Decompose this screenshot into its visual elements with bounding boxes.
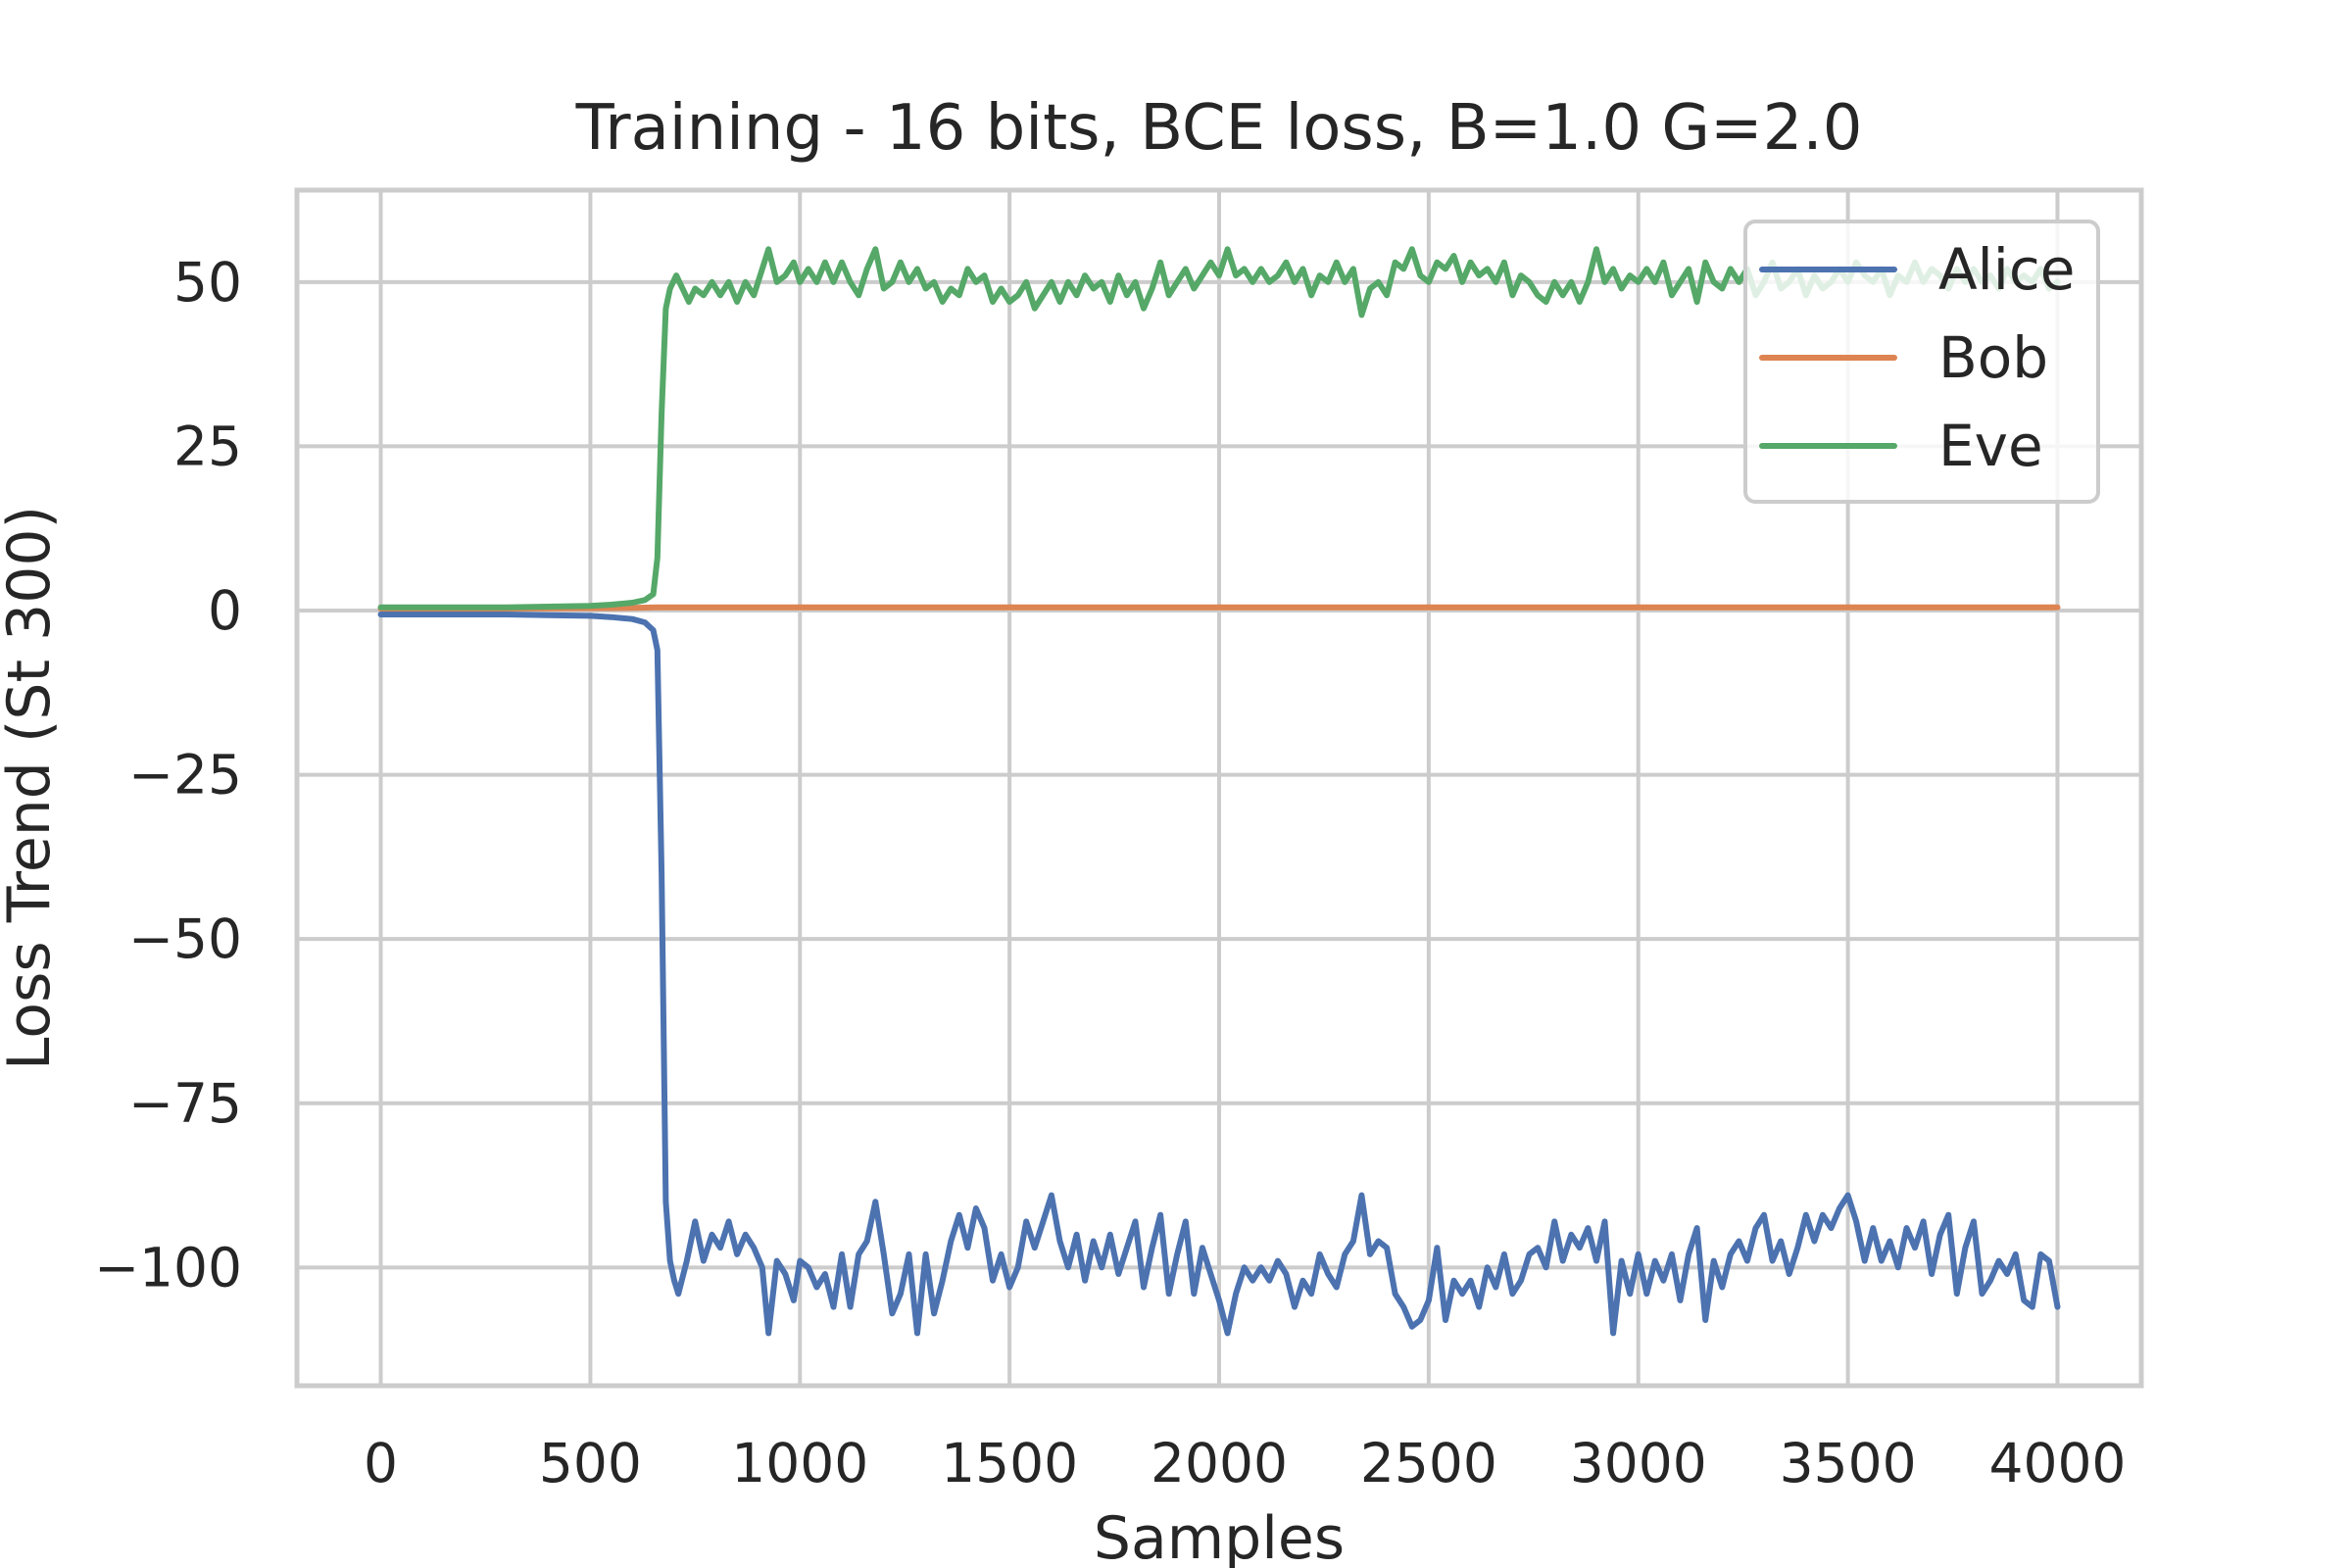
x-tick-label: 500 bbox=[539, 1432, 642, 1494]
x-tick-label: 0 bbox=[364, 1432, 398, 1494]
x-tick-label: 2000 bbox=[1151, 1432, 1288, 1494]
x-axis-label: Samples bbox=[1094, 1504, 1345, 1568]
y-tick-label: −100 bbox=[94, 1236, 242, 1298]
y-tick-label: −25 bbox=[128, 744, 242, 807]
legend-label-bob: Bob bbox=[1938, 324, 2048, 391]
y-tick-label: −75 bbox=[128, 1072, 242, 1135]
legend: Alice Bob Eve bbox=[1743, 220, 2100, 504]
x-tick-label: 4000 bbox=[1988, 1432, 2126, 1494]
y-tick-labels: −100 −75 −50 −25 0 25 50 bbox=[94, 251, 242, 1298]
plot-frame bbox=[294, 187, 2144, 1389]
x-tick-label: 2500 bbox=[1360, 1432, 1497, 1494]
y-axis-label: Loss Trend (St 300) bbox=[0, 506, 64, 1070]
legend-box bbox=[1743, 220, 2100, 504]
x-tick-label: 3500 bbox=[1780, 1432, 1917, 1494]
x-tick-label: 3000 bbox=[1570, 1432, 1707, 1494]
series-line-bob bbox=[377, 604, 2061, 612]
y-tick-label: −50 bbox=[128, 907, 242, 970]
x-tick-labels: 0 500 1000 1500 2000 2500 3000 3500 4000 bbox=[364, 1432, 2126, 1494]
chart-title: Training - 16 bits, BCE loss, B=1.0 G=2.… bbox=[575, 92, 1863, 165]
y-tick-label: 0 bbox=[208, 579, 242, 642]
series-line-alice bbox=[377, 612, 2061, 1337]
x-tick-label: 1500 bbox=[941, 1432, 1078, 1494]
legend-label-alice: Alice bbox=[1938, 236, 2075, 303]
x-tick-label: 1000 bbox=[731, 1432, 868, 1494]
y-tick-label: 25 bbox=[173, 415, 242, 477]
legend-label-eve: Eve bbox=[1938, 413, 2043, 479]
y-tick-label: 50 bbox=[173, 251, 242, 314]
